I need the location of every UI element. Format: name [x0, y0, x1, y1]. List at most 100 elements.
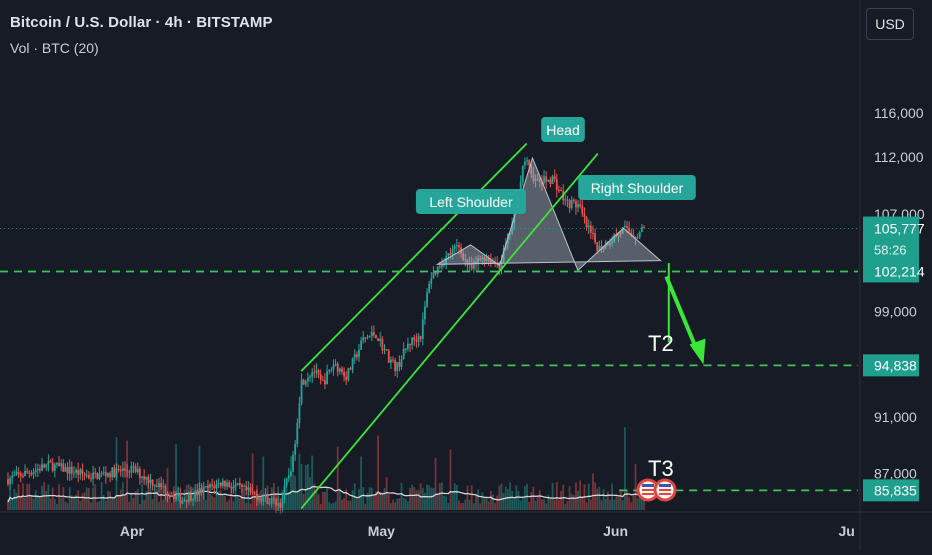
- volume-bar: [411, 484, 414, 510]
- candle-body: [581, 206, 584, 214]
- candle-body: [551, 176, 554, 185]
- volume-bar: [58, 484, 60, 510]
- candle-body: [104, 472, 107, 477]
- volume-bar: [634, 464, 637, 510]
- candle-body: [402, 348, 405, 360]
- volume-bar: [494, 502, 497, 510]
- volume-bar: [11, 498, 14, 510]
- candle-body: [396, 362, 399, 372]
- candle-body: [164, 486, 167, 494]
- volume-bar: [228, 499, 231, 510]
- volume-bar: [334, 501, 337, 510]
- volume-bar: [479, 503, 482, 510]
- candle-body: [347, 368, 350, 380]
- candle-body: [96, 472, 99, 479]
- volume-bar: [309, 477, 311, 510]
- volume-bar: [311, 455, 314, 510]
- volume-bar: [185, 484, 188, 510]
- volume-bar: [251, 453, 254, 510]
- price-badge-value: 102,214: [874, 263, 925, 279]
- candle-body: [98, 473, 101, 479]
- candle-body: [219, 482, 222, 486]
- candle-body: [364, 337, 367, 339]
- candle-body: [421, 319, 424, 339]
- volume-bar: [28, 483, 31, 510]
- candle-body: [304, 381, 307, 385]
- candle-body: [487, 258, 490, 261]
- volume-bar: [175, 444, 177, 510]
- candle-body: [179, 492, 182, 504]
- volume-bar: [53, 498, 56, 510]
- candle-body: [566, 199, 569, 201]
- head-label-box[interactable]: [541, 117, 585, 142]
- candle-body: [228, 482, 231, 487]
- candle-body: [107, 473, 109, 477]
- left-shoulder-label-box[interactable]: [415, 189, 527, 214]
- currency-button[interactable]: USD: [866, 8, 914, 40]
- candle-body: [592, 232, 594, 234]
- t3-label: T3: [648, 456, 674, 481]
- candle-body: [241, 484, 243, 487]
- volume-bar: [119, 489, 122, 510]
- candle-body: [13, 474, 16, 476]
- candle-body: [166, 493, 169, 496]
- candle-body: [617, 232, 620, 236]
- volume-bar: [445, 496, 448, 510]
- candle-body: [319, 374, 322, 380]
- candle-body: [213, 486, 216, 489]
- price-badge: [863, 354, 919, 377]
- volume-indicator-label[interactable]: Vol · BTC (20): [10, 40, 99, 56]
- volume-bar: [285, 488, 288, 510]
- price-badge: [863, 260, 919, 283]
- candle-body: [296, 423, 299, 445]
- candle-body: [245, 486, 248, 491]
- price-badge-countdown: 58:26: [874, 243, 907, 258]
- t2-label: T2: [648, 331, 674, 356]
- volume-bar: [253, 494, 256, 510]
- volume-bar: [290, 456, 292, 510]
- volume-bar: [379, 491, 382, 510]
- volume-bar: [513, 499, 516, 510]
- candle-body: [611, 241, 614, 243]
- channel-lower-line[interactable]: [300, 152, 599, 510]
- volume-bar: [536, 496, 539, 510]
- candle-body: [73, 472, 75, 474]
- candle-body: [338, 368, 341, 372]
- head-shoulders-pattern[interactable]: [435, 156, 662, 272]
- volume-bar: [64, 501, 67, 510]
- candle-body: [462, 253, 465, 261]
- volume-bar: [94, 484, 97, 510]
- volume-bar: [426, 484, 428, 510]
- candle-body: [447, 253, 450, 257]
- candle-body: [221, 480, 224, 486]
- volume-bar: [632, 493, 635, 510]
- candle-body: [640, 227, 643, 233]
- candle-body: [251, 491, 254, 493]
- candle-body: [419, 336, 422, 339]
- candle-body: [353, 354, 356, 359]
- price-badge-value: 105,777: [874, 221, 925, 237]
- candle-body: [438, 266, 441, 268]
- candle-body: [173, 495, 175, 500]
- candle-body: [247, 487, 250, 491]
- candle-body: [468, 264, 471, 266]
- volume-bar: [156, 488, 158, 510]
- candle-body: [130, 466, 133, 473]
- volume-bar: [166, 468, 169, 510]
- volume-bar: [489, 490, 492, 510]
- candle-body: [324, 380, 326, 385]
- candle-body: [417, 336, 420, 342]
- candle-body: [149, 479, 152, 483]
- right-shoulder-label-box[interactable]: [578, 175, 696, 200]
- candle-body: [360, 340, 363, 350]
- volume-bar: [60, 498, 63, 510]
- channel-upper-line[interactable]: [300, 142, 528, 372]
- volume-bar: [113, 498, 116, 510]
- candle-body: [500, 261, 503, 270]
- volume-bar: [443, 495, 445, 510]
- candle-body: [94, 472, 97, 474]
- volume-bar: [26, 484, 29, 510]
- candle-body: [426, 292, 428, 307]
